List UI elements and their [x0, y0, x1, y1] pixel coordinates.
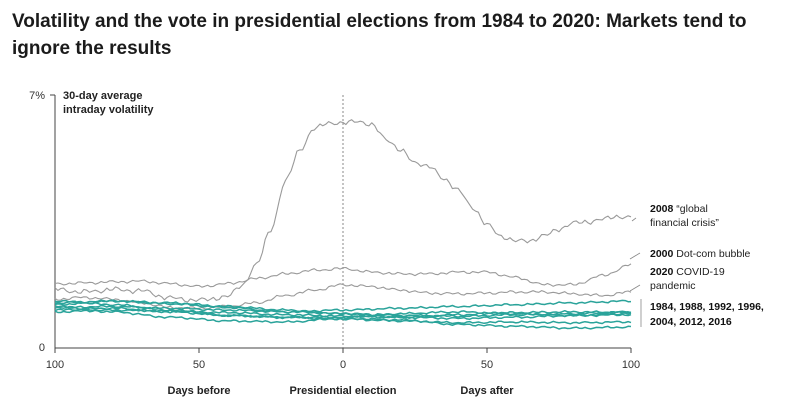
annotation-2000: 2000 Dot-com bubble [650, 248, 751, 260]
annotation-2008-leader [631, 217, 637, 222]
annotation-2008-line1: 2008 “global [650, 203, 708, 215]
annotation-2000-year: 2000 [650, 248, 674, 260]
annotation-2008-year: 2008 [650, 203, 674, 215]
annotation-teal-line2: 2004, 2012, 2016 [650, 316, 732, 328]
annotation-2020-line2: pandemic [650, 280, 696, 292]
annotation-2020-line1: 2020 COVID-19 [650, 266, 725, 278]
series-line-1996 [54, 304, 632, 330]
annotation-2008-line2: financial crisis” [650, 217, 719, 229]
annotation-2020-text1: COVID-19 [676, 266, 725, 278]
x-section-label-2: Days after [460, 385, 514, 397]
x-section-label-1: Presidential election [290, 385, 397, 397]
x-tick-label-0: 100 [46, 359, 64, 371]
x-tick-label-1: 50 [193, 359, 205, 371]
annotations: 2008 “global financial crisis” 2000 Dot-… [629, 203, 764, 328]
annotation-teal-line1: 1984, 1988, 1992, 1996, [650, 301, 764, 313]
series-line-2008 [54, 119, 632, 303]
annotation-2008-text1: “global [676, 203, 708, 215]
x-tick-label-3: 50 [481, 359, 493, 371]
series-line-2004 [54, 299, 632, 321]
y-tick-label-zero: 0 [39, 342, 45, 354]
y-tick-label-top: 7% [29, 90, 45, 102]
x-ticks: 100 50 0 50 100 [46, 348, 640, 371]
series-lines [54, 119, 632, 330]
x-tick-label-4: 100 [622, 359, 640, 371]
annotation-2020-year: 2020 [650, 266, 674, 278]
y-axis-title-line2: intraday volatility [63, 104, 154, 116]
annotation-2020-leader [629, 284, 641, 292]
y-axis-title-line1: 30-day average [63, 90, 143, 102]
x-tick-label-2: 0 [340, 359, 346, 371]
series-line-2020 [54, 283, 632, 310]
series-line-2000 [54, 263, 632, 288]
x-section-label-0: Days before [168, 385, 231, 397]
series-line-2012 [54, 308, 632, 320]
annotation-2000-leader [629, 252, 641, 260]
axes: 7% 0 30-day average intraday volatility [29, 90, 631, 354]
x-section-labels: Days before Presidential election Days aft… [168, 385, 515, 397]
series-line-2016 [54, 299, 632, 314]
annotation-2000-text: Dot-com bubble [676, 248, 750, 260]
chart-title: Volatility and the vote in presidential … [12, 11, 747, 59]
